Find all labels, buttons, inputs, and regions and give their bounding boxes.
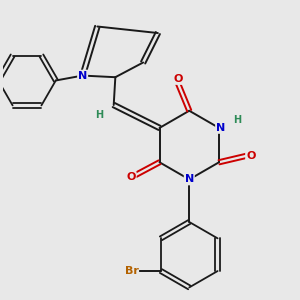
Text: N: N: [78, 70, 87, 81]
Text: N: N: [216, 123, 225, 133]
Text: N: N: [184, 174, 194, 184]
Text: O: O: [173, 74, 182, 84]
Text: O: O: [126, 172, 136, 182]
Text: H: H: [95, 110, 103, 120]
Text: H: H: [233, 115, 241, 125]
Text: Br: Br: [124, 266, 138, 276]
Text: O: O: [246, 151, 255, 161]
